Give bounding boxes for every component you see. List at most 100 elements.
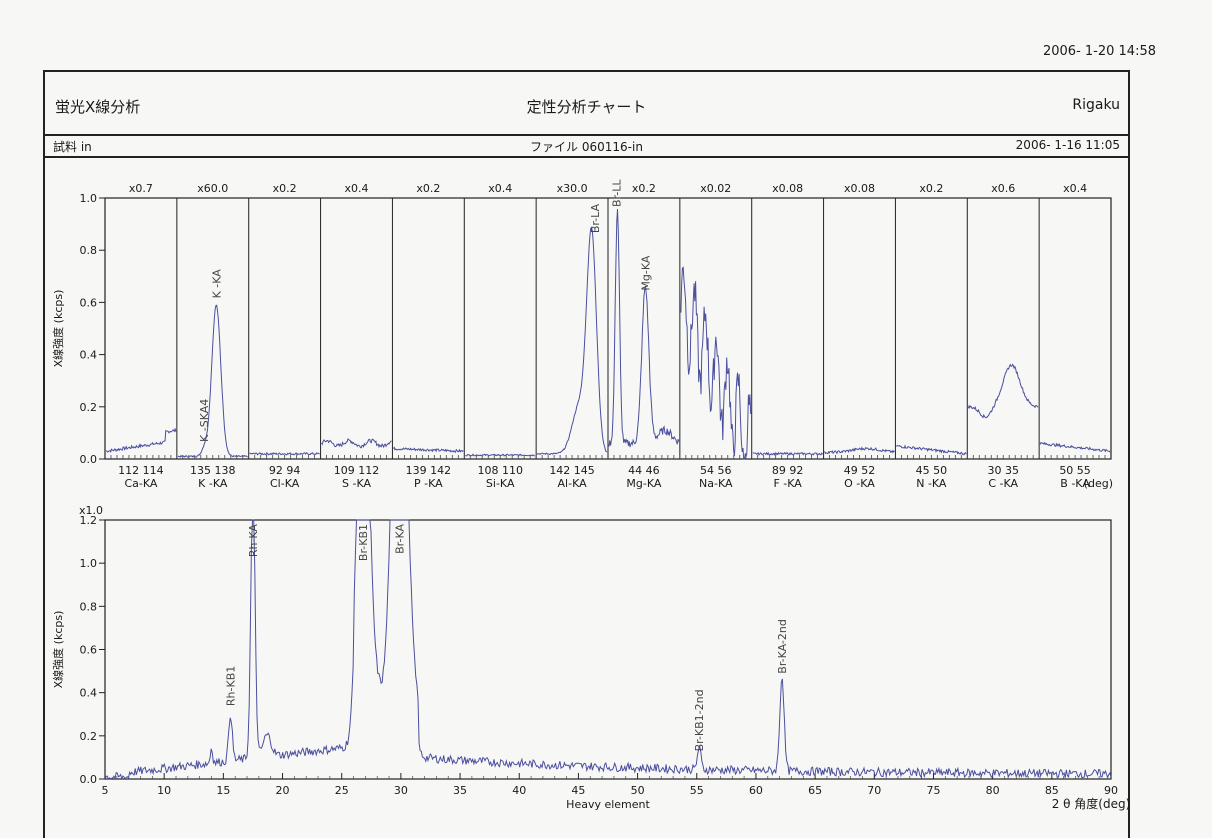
panel-8: x0.0254 56Na-KA: [680, 182, 751, 490]
panel-tick-labels: 142 145: [549, 464, 595, 477]
panel-tick-labels: 54 56: [700, 464, 732, 477]
light-element-chart: 0.0 0.2 0.4 0.6 0.8 1.0 X線強度 (kcps) x0.7 112 114…: [51, 179, 1113, 490]
bottom-xtick-label: 45: [571, 784, 585, 797]
bottom-ytick-label: 0.8: [80, 600, 98, 613]
panel-tick-labels: 30 35: [987, 464, 1019, 477]
top-y-axis-label: X線強度 (kcps): [51, 290, 65, 368]
panel-scale-label: x30.0: [557, 182, 588, 195]
panel-12: x0.6 30 35C -KA: [967, 182, 1038, 490]
heavy-peak-label: Br-KA-2nd: [776, 619, 789, 674]
panel-0: x0.7 112 114Ca-KA: [106, 182, 176, 490]
panel-scale-label: x0.08: [844, 182, 875, 195]
panel-scale-label: x0.4: [344, 182, 368, 195]
bottom-xtick-label: 60: [749, 784, 763, 797]
panel-tick-labels: 135 138: [190, 464, 236, 477]
panel-tick-labels: 49 52: [844, 464, 876, 477]
bottom-y-axis-label: X線強度 (kcps): [51, 611, 65, 689]
bottom-xtick-label: 85: [1045, 784, 1059, 797]
panel-line-label: Cl-KA: [270, 477, 300, 490]
spectrum-line: [681, 267, 751, 459]
panel-tick-labels: 50 55: [1059, 464, 1091, 477]
spectrum-line: [537, 228, 607, 455]
panel-line-label: F -KA: [773, 477, 802, 490]
panel-scale-label: x0.2: [632, 182, 656, 195]
panel-line-label: P -KA: [414, 477, 443, 490]
bottom-ytick-label: 0.0: [80, 773, 98, 786]
bottom-xtick-label: 50: [631, 784, 645, 797]
peak-label: K -SKA4: [198, 399, 211, 442]
heavy-peak-label: Rh-KA: [247, 524, 260, 558]
heavy-peak-label: Rh-KB1: [224, 666, 237, 706]
panel-line-label: S -KA: [342, 477, 371, 490]
bottom-xtick-label: 90: [1104, 784, 1118, 797]
bottom-xtick-label: 25: [335, 784, 349, 797]
top-ytick-label: 0.8: [80, 244, 98, 257]
heavy-spectrum-line: [105, 520, 1111, 779]
bottom-xtick-label: 15: [216, 784, 230, 797]
bottom-ytick-label: 0.4: [80, 687, 98, 700]
panel-9: x0.0889 92F -KA: [752, 182, 823, 490]
bottom-ytick-label: 0.2: [80, 730, 98, 743]
top-x-unit-label: (deg): [1084, 477, 1113, 490]
bottom-xtick-label: 40: [512, 784, 526, 797]
panel-scale-label: x0.2: [919, 182, 943, 195]
panel-tick-labels: 45 50: [916, 464, 948, 477]
bottom-xtick-label: 65: [808, 784, 822, 797]
top-ytick-label: 0.2: [80, 401, 98, 414]
panel-scale-label: x0.4: [1063, 182, 1087, 195]
bottom-xtick-label: 55: [690, 784, 704, 797]
panel-line-label: Ca-KA: [124, 477, 157, 490]
bottom-xtick-label: 75: [926, 784, 940, 797]
bottom-xtick-label: 30: [394, 784, 408, 797]
bottom-xtick-label: 35: [453, 784, 467, 797]
panel-11: x0.2 45 50N -KA: [895, 182, 966, 490]
spectrum-line: [968, 365, 1038, 418]
panel-tick-labels: 92 94: [269, 464, 301, 477]
panel-tick-labels: 139 142: [406, 464, 452, 477]
panel-scale-label: x0.6: [991, 182, 1015, 195]
panel-line-label: Al-KA: [558, 477, 588, 490]
panel-scale-label: x0.2: [416, 182, 440, 195]
bottom-x-axis-unit: 2 θ 角度(deg): [1052, 796, 1131, 811]
spectrum-line: [322, 439, 392, 448]
panel-tick-labels: 108 110: [477, 464, 523, 477]
panel-line-label: O -KA: [844, 477, 875, 490]
top-ytick-label: 0.6: [80, 296, 98, 309]
bottom-xtick-label: 20: [276, 784, 290, 797]
panel-scale-label: x0.2: [273, 182, 297, 195]
spectrum-line: [178, 305, 248, 457]
panel-line-label: Na-KA: [699, 477, 733, 490]
spectrum-line: [896, 446, 966, 455]
panel-tick-labels: 44 46: [628, 464, 660, 477]
bottom-xtick-label: 80: [986, 784, 1000, 797]
heavy-element-chart: x1.0 0.0 0.2 0.4 0.6 0.8 1.0 1.2 5 10 15 20 25 30 35 40…: [51, 504, 1130, 811]
peak-label: Mg-KA: [639, 255, 652, 290]
spectrum-line: [465, 454, 535, 456]
panel-line-label: C -KA: [988, 477, 1018, 490]
bottom-ytick-label: 1.0: [80, 557, 98, 570]
panel-tick-labels: 112 114: [118, 464, 164, 477]
peak-label: Br-LA: [589, 203, 602, 233]
spectrum-line: [825, 448, 895, 454]
panel-scale-label: x0.7: [129, 182, 153, 195]
bottom-xtick-label: 5: [102, 784, 109, 797]
panel-line-label: Si-KA: [486, 477, 515, 490]
spectrum-line: [609, 209, 679, 447]
peak-label: Br-LL: [611, 179, 624, 207]
spectrum-line: [1040, 443, 1110, 453]
heavy-peak-label: Br-KB1-2nd: [693, 689, 706, 751]
bottom-ytick-label: 0.6: [80, 644, 98, 657]
spectrum-line: [393, 447, 463, 452]
panel-line-label: N -KA: [916, 477, 947, 490]
panel-scale-label: x0.08: [772, 182, 803, 195]
spectrum-line: [106, 429, 176, 452]
panel-10: x0.08 49 52O -KA: [824, 182, 895, 490]
bottom-xtick-label: 70: [867, 784, 881, 797]
